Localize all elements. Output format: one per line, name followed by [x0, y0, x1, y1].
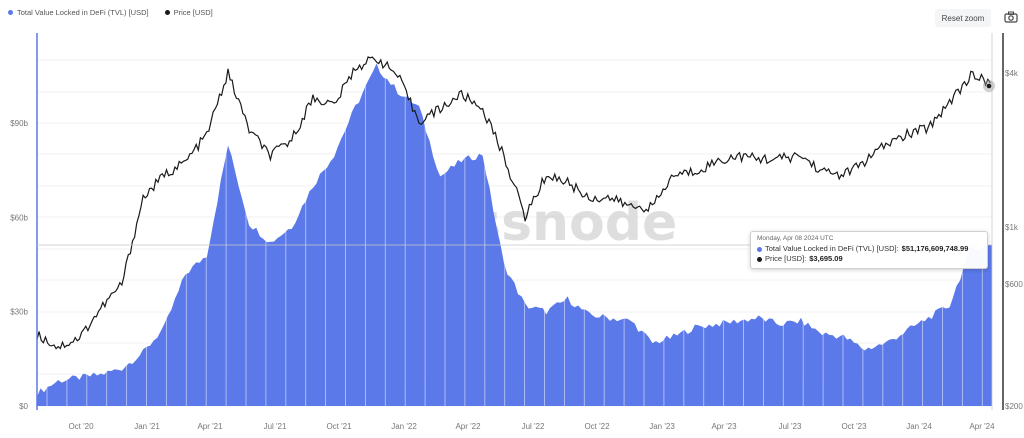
- svg-text:$90b: $90b: [10, 119, 28, 128]
- tooltip-price-value: $3,695.09: [809, 254, 843, 263]
- tooltip-tvl-label: Total Value Locked in DeFi (TVL) [USD]:: [765, 244, 899, 253]
- x-axis-ticks: Oct '20 Jan '21 Apr '21 Jul '21 Oct '21 Jan '…: [68, 422, 995, 431]
- svg-text:Apr '22: Apr '22: [455, 422, 481, 431]
- svg-text:Jan '23: Jan '23: [649, 422, 675, 431]
- tooltip: Monday, Apr 08 2024 UTC Total Value Lock…: [750, 231, 988, 269]
- tooltip-price-label: Price [USD]:: [765, 254, 807, 263]
- svg-text:$1k: $1k: [1005, 223, 1019, 232]
- reset-zoom-button[interactable]: Reset zoom: [935, 9, 991, 27]
- svg-text:$600: $600: [1005, 280, 1023, 289]
- svg-text:Jul '23: Jul '23: [779, 422, 802, 431]
- price-series-dot-icon: [164, 10, 170, 15]
- legend-label-price: Price [USD]: [173, 8, 213, 17]
- tvl-area-series: [37, 63, 992, 407]
- svg-text:Jan '22: Jan '22: [391, 422, 417, 431]
- svg-text:Jan '24: Jan '24: [906, 422, 932, 431]
- svg-text:$60b: $60b: [10, 213, 28, 222]
- svg-text:Oct '22: Oct '22: [584, 422, 610, 431]
- left-axis-ticks: $0 $30b $60b $90b: [10, 119, 28, 411]
- legend-label-tvl: Total Value Locked in DeFi (TVL) [USD]: [17, 8, 149, 17]
- svg-text:Jan '21: Jan '21: [134, 422, 160, 431]
- legend-item-price[interactable]: Price [USD]: [164, 8, 213, 17]
- legend-item-tvl[interactable]: Total Value Locked in DeFi (TVL) [USD]: [8, 8, 149, 17]
- svg-text:Oct '21: Oct '21: [326, 422, 352, 431]
- price-line-series: [36, 56, 992, 350]
- svg-text:Jul '21: Jul '21: [264, 422, 287, 431]
- chart-legend: Total Value Locked in DeFi (TVL) [USD] P…: [8, 8, 213, 17]
- camera-icon[interactable]: [1004, 11, 1018, 23]
- svg-text:$30b: $30b: [10, 308, 28, 317]
- svg-text:Apr '23: Apr '23: [711, 422, 737, 431]
- tvl-dot-icon: [757, 246, 762, 252]
- tvl-series-dot-icon: [8, 10, 13, 15]
- svg-text:$0: $0: [19, 402, 28, 411]
- svg-text:$200: $200: [1005, 402, 1023, 411]
- price-dot-icon: [757, 256, 762, 262]
- tooltip-row-price: Price [USD]: $3,695.09: [757, 254, 981, 264]
- tooltip-row-tvl: Total Value Locked in DeFi (TVL) [USD]: …: [757, 244, 981, 254]
- svg-text:Oct '23: Oct '23: [841, 422, 867, 431]
- tooltip-date: Monday, Apr 08 2024 UTC: [757, 235, 834, 242]
- hover-marker-price: [986, 83, 992, 89]
- svg-text:Oct '20: Oct '20: [68, 422, 94, 431]
- right-axis-ticks: $200 $600 $1k $4k: [1005, 69, 1023, 411]
- svg-text:Apr '24: Apr '24: [969, 422, 995, 431]
- svg-text:Apr '21: Apr '21: [197, 422, 223, 431]
- svg-text:Jul '22: Jul '22: [522, 422, 545, 431]
- svg-text:$4k: $4k: [1005, 69, 1019, 78]
- tooltip-tvl-value: $51,176,609,748.99: [901, 244, 969, 253]
